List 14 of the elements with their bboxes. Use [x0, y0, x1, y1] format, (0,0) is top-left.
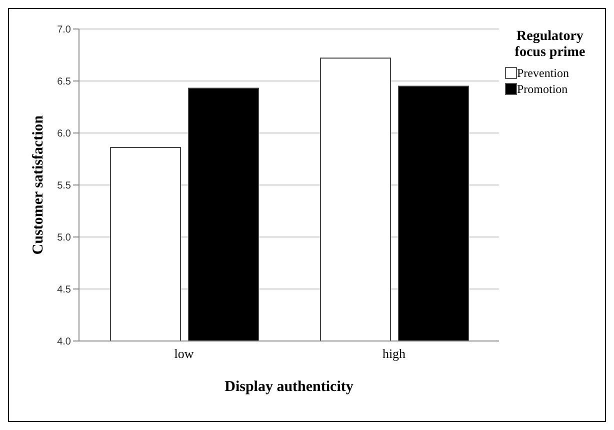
- y-tick-label: 4.5: [57, 284, 72, 296]
- x-tick-label: low: [174, 346, 194, 362]
- y-axis-title: Customer satisfaction: [30, 114, 46, 255]
- y-tick-label: 4.0: [57, 336, 72, 348]
- text: Prevention: [517, 65, 569, 81]
- x-tick-label: high: [382, 346, 406, 362]
- y-tick-label: 5.5: [57, 180, 72, 192]
- y-tick-label: 6.0: [57, 128, 72, 140]
- y-tick-label: 6.5: [57, 76, 72, 88]
- x-axis-title: Display authenticity: [224, 379, 354, 395]
- y-tick-label: 5.0: [57, 232, 72, 244]
- legend-title: Regulatory focus prime: [514, 29, 586, 61]
- legend-label: Promotion: [517, 81, 568, 97]
- y-tick-label: 7.0: [57, 24, 72, 36]
